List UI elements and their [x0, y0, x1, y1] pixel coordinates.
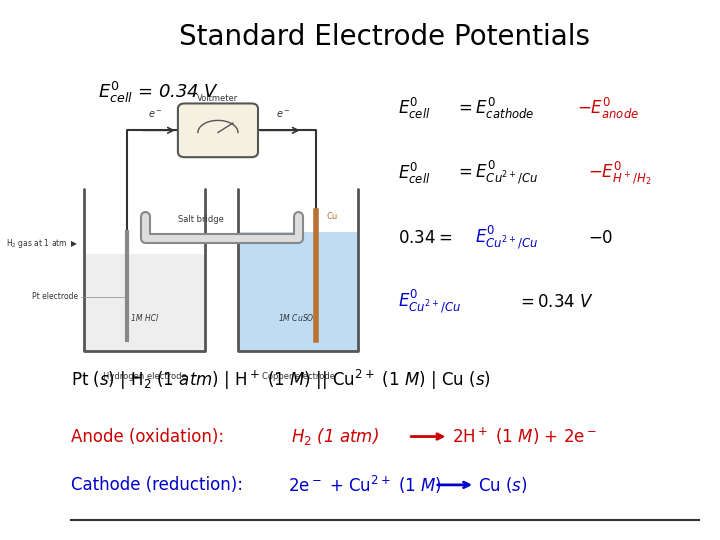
Text: Voltmeter: Voltmeter — [197, 94, 238, 104]
Polygon shape — [238, 232, 358, 350]
Text: Copper electrode: Copper electrode — [261, 372, 335, 381]
Text: Cathode (reduction):: Cathode (reduction): — [71, 476, 243, 494]
Text: 1M HCl: 1M HCl — [131, 314, 158, 323]
Text: Cu $(s)$: Cu $(s)$ — [478, 475, 528, 495]
Text: 2H$^+$ (1 $M$) + 2e$^-$: 2H$^+$ (1 $M$) + 2e$^-$ — [451, 426, 596, 447]
Text: $- E^0_{H^+/H_2}$: $- E^0_{H^+/H_2}$ — [588, 159, 652, 187]
Text: Anode (oxidation):: Anode (oxidation): — [71, 428, 224, 445]
FancyBboxPatch shape — [178, 104, 258, 157]
Text: Cu: Cu — [326, 212, 338, 221]
Text: Pt electrode: Pt electrode — [32, 292, 78, 301]
Text: 1M CuSO$_4$: 1M CuSO$_4$ — [278, 312, 318, 325]
Text: $E^0_{Cu^{2+}/Cu}$: $E^0_{Cu^{2+}/Cu}$ — [398, 288, 462, 316]
Text: $E^0_{cell}$: $E^0_{cell}$ — [398, 96, 431, 122]
Text: H$_2$ gas at 1 atm $\blacktriangleright$: H$_2$ gas at 1 atm $\blacktriangleright$ — [6, 237, 78, 249]
Text: $= 0.34$ V: $= 0.34$ V — [517, 293, 594, 311]
Text: $E^0_{cell}$ = 0.34 V: $E^0_{cell}$ = 0.34 V — [98, 80, 219, 105]
Text: H$_2$ (1 $atm$): H$_2$ (1 $atm$) — [292, 426, 379, 447]
Text: Hydrogen electrode: Hydrogen electrode — [103, 372, 186, 381]
Text: Salt bridge: Salt bridge — [179, 215, 224, 224]
Text: $= E^0_{cathode}$: $= E^0_{cathode}$ — [455, 96, 534, 122]
Text: $= E^0_{Cu^{2+}/Cu}$: $= E^0_{Cu^{2+}/Cu}$ — [455, 159, 539, 187]
Text: $e^-$: $e^-$ — [148, 109, 163, 119]
Polygon shape — [84, 254, 204, 350]
Text: $- E^0_{anode}$: $- E^0_{anode}$ — [577, 96, 639, 122]
Text: $E^0_{cell}$: $E^0_{cell}$ — [398, 161, 431, 186]
Text: Standard Electrode Potentials: Standard Electrode Potentials — [179, 23, 590, 51]
Text: $E^0_{Cu^{2+}/Cu}$: $E^0_{Cu^{2+}/Cu}$ — [475, 224, 538, 252]
Text: 2e$^-$ + Cu$^{2+}$ (1 $M$): 2e$^-$ + Cu$^{2+}$ (1 $M$) — [288, 474, 442, 496]
Text: Pt $(s)$ | H$_2$ (1 $atm$) | H$^+$ (1 $M$) || Cu$^{2+}$ (1 $M$) | Cu $(s)$: Pt $(s)$ | H$_2$ (1 $atm$) | H$^+$ (1 $M… — [71, 368, 491, 392]
Text: $- 0$: $- 0$ — [588, 229, 614, 247]
Text: $0.34 = $: $0.34 = $ — [398, 229, 453, 247]
Text: $e^-$: $e^-$ — [276, 109, 291, 119]
